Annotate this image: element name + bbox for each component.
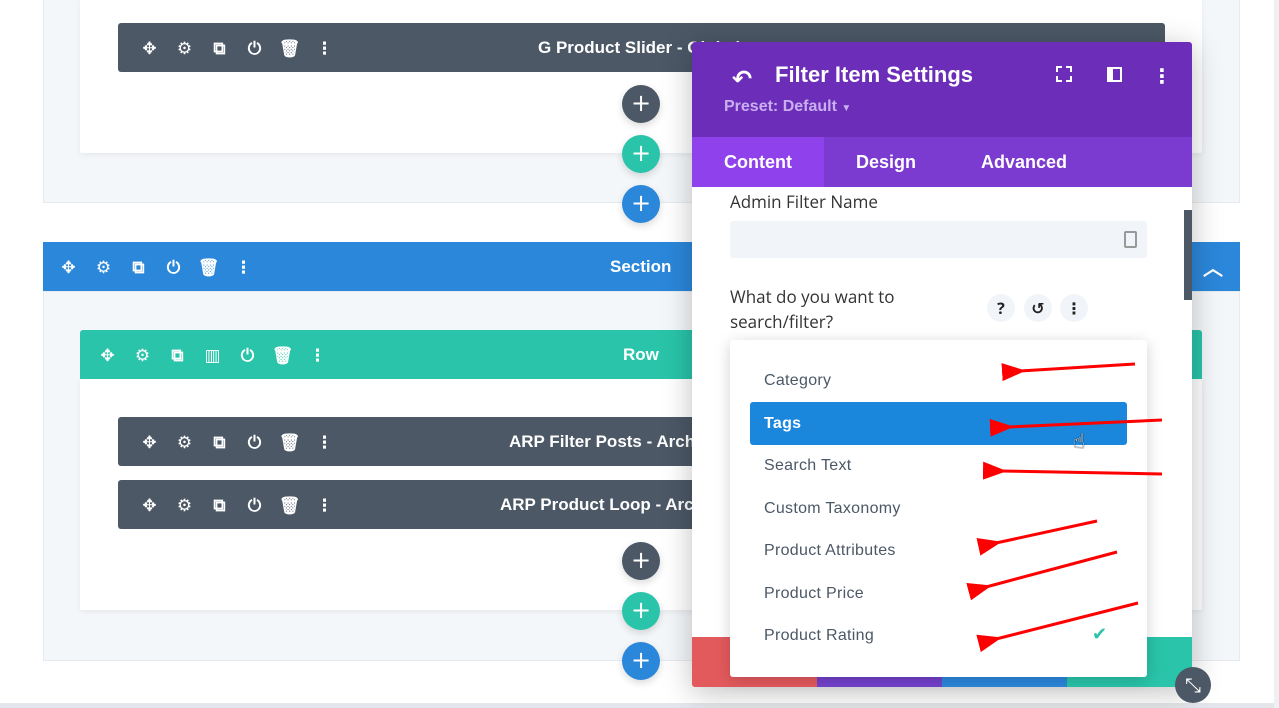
reset-icon[interactable]: ↺	[1024, 294, 1052, 322]
trash-icon[interactable]: 🗑	[278, 493, 301, 516]
save-icon[interactable]: ⏻	[166, 255, 181, 278]
save-icon[interactable]: ⏻	[247, 430, 262, 453]
preset-label: Preset: Default	[724, 98, 837, 115]
more-icon[interactable]: ⋮	[316, 430, 333, 453]
save-icon[interactable]: ⏻	[240, 343, 255, 366]
add-row-button[interactable]: +	[622, 592, 660, 630]
duplicate-icon[interactable]: ⧉	[213, 36, 226, 59]
module-title: G Product Slider - Global	[538, 37, 741, 57]
save-icon[interactable]: ⏻	[247, 36, 262, 59]
add-module-button[interactable]: +	[622, 85, 660, 123]
filter-question-label: What do you want to search/filter?	[730, 285, 895, 333]
scrollbar[interactable]	[1184, 210, 1192, 300]
more-icon[interactable]: ⋮	[1152, 62, 1172, 89]
panel-title: Filter Item Settings	[775, 62, 974, 87]
more-icon[interactable]: ⋮	[316, 493, 333, 516]
columns-icon[interactable]: ▥	[204, 343, 221, 366]
duplicate-icon[interactable]: ⧉	[171, 343, 184, 366]
arrow	[982, 461, 1163, 480]
help-icon[interactable]: ?	[987, 294, 1015, 322]
add-row-button[interactable]: +	[622, 135, 660, 173]
filter-type-dropdown[interactable]: Category Tags Search Text Custom Taxonom…	[730, 340, 1147, 677]
duplicate-icon[interactable]: ⧉	[213, 493, 226, 516]
gear-icon[interactable]: ⚙	[95, 255, 112, 278]
move-icon[interactable]: ✥	[61, 255, 76, 278]
option-custom-taxonomy[interactable]: Custom Taxonomy	[764, 500, 901, 517]
tab-design[interactable]: Design	[855, 152, 916, 172]
add-section-button[interactable]: +	[622, 185, 660, 223]
checkmark-icon: ✔	[1092, 622, 1108, 646]
admin-filter-name-input[interactable]	[730, 221, 1147, 258]
duplicate-icon[interactable]: ⧉	[213, 430, 226, 453]
gear-icon[interactable]: ⚙	[176, 36, 193, 59]
gear-icon[interactable]: ⚙	[176, 493, 193, 516]
move-icon[interactable]: ✥	[142, 36, 157, 59]
panel-header: ↶ Filter Item Settings Preset: Default ▼…	[692, 42, 1192, 137]
more-options-icon[interactable]: ⋮	[1060, 294, 1088, 322]
move-icon[interactable]: ✥	[142, 430, 157, 453]
chevron-up-icon[interactable]: ︿	[1203, 254, 1223, 281]
option-product-price[interactable]: Product Price	[764, 585, 864, 602]
arrow	[966, 550, 1118, 601]
arrow	[1001, 362, 1136, 382]
option-category[interactable]: Category	[764, 372, 832, 389]
sidebar-layout-icon[interactable]	[1107, 67, 1122, 82]
hand-cursor-icon: ☝	[1073, 427, 1086, 454]
duplicate-icon[interactable]: ⧉	[132, 255, 145, 278]
section-title: Section	[610, 256, 672, 276]
more-icon[interactable]: ⋮	[316, 36, 333, 59]
row-title: Row	[623, 344, 659, 364]
tab-advanced[interactable]: Advanced	[981, 152, 1068, 172]
caret-down-icon: ▼	[841, 103, 852, 114]
resize-handle[interactable]: ⤡	[1175, 667, 1211, 703]
option-search-text[interactable]: Search Text	[764, 457, 852, 474]
move-icon[interactable]: ✥	[142, 493, 157, 516]
arrow	[976, 601, 1139, 653]
more-icon[interactable]: ⋮	[309, 343, 326, 366]
tab-content[interactable]: Content	[692, 137, 824, 187]
move-icon[interactable]: ✥	[100, 343, 115, 366]
add-module-button[interactable]: +	[622, 542, 660, 580]
more-icon[interactable]: ⋮	[235, 255, 252, 278]
page-bottom-border	[0, 703, 1279, 708]
trash-icon[interactable]: 🗑	[197, 255, 220, 278]
trash-icon[interactable]: 🗑	[278, 430, 301, 453]
preset-selector[interactable]: Preset: Default ▼	[724, 98, 851, 116]
arrow	[989, 418, 1163, 437]
gear-icon[interactable]: ⚙	[134, 343, 151, 366]
option-product-rating[interactable]: Product Rating	[764, 627, 875, 644]
save-icon[interactable]: ⏻	[247, 493, 262, 516]
trash-icon[interactable]: 🗑	[278, 36, 301, 59]
arrow	[976, 519, 1098, 556]
dynamic-content-icon[interactable]	[1124, 231, 1137, 248]
admin-filter-name-label: Admin Filter Name	[730, 190, 878, 213]
fullscreen-icon[interactable]	[1056, 66, 1072, 82]
option-product-attributes[interactable]: Product Attributes	[764, 542, 896, 559]
gear-icon[interactable]: ⚙	[176, 430, 193, 453]
right-edge-strip	[1274, 0, 1279, 708]
trash-icon[interactable]: 🗑	[271, 343, 294, 366]
add-section-button[interactable]: +	[622, 642, 660, 680]
module-title: ARP Product Loop - Archive	[500, 494, 728, 514]
back-icon[interactable]: ↶	[732, 62, 753, 95]
panel-tabs: Content Design Advanced	[692, 137, 1192, 187]
module-title: ARP Filter Posts - Archive	[509, 431, 719, 451]
